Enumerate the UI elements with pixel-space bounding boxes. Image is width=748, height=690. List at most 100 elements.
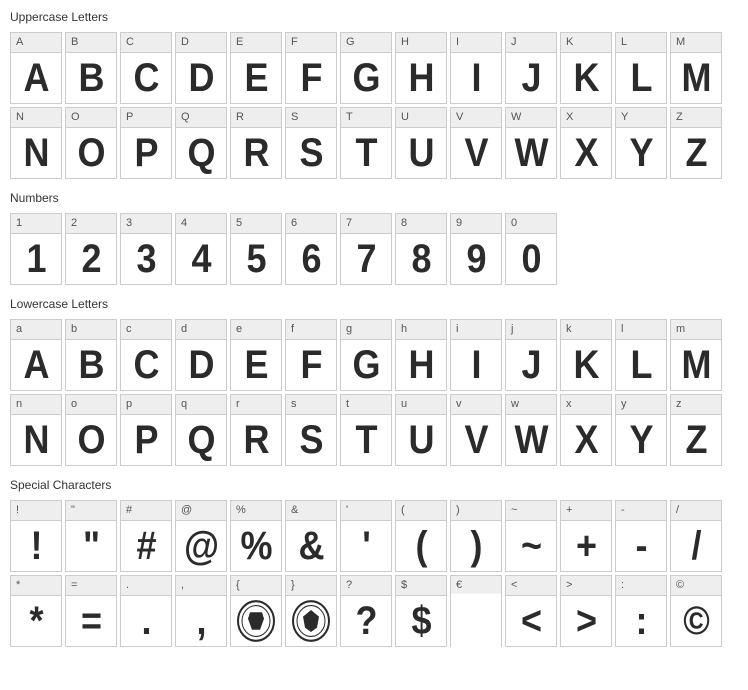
character-glyph: L — [616, 338, 666, 393]
character-glyph: U — [396, 413, 446, 468]
character-cell: && — [285, 500, 337, 572]
character-cell: JJ — [505, 32, 557, 104]
character-glyph: , — [176, 594, 226, 649]
character-glyph: E — [231, 338, 281, 393]
character-cell: VV — [450, 107, 502, 179]
character-glyph: 1 — [11, 232, 61, 287]
character-cell: lL — [615, 319, 667, 391]
character-glyph: 4 — [176, 232, 226, 287]
character-glyph: P — [121, 126, 171, 181]
character-glyph: ) — [451, 519, 501, 574]
character-glyph: % — [231, 519, 281, 574]
character-cell: :: — [615, 575, 667, 647]
character-cell: // — [670, 500, 722, 572]
character-glyph: O — [66, 126, 116, 181]
character-cell: nN — [10, 394, 62, 466]
character-glyph: X — [561, 413, 611, 468]
character-cell: ,, — [175, 575, 227, 647]
character-cell: HH — [395, 32, 447, 104]
character-glyph: 3 — [121, 232, 171, 287]
character-glyph: X — [561, 126, 611, 181]
character-glyph: D — [176, 51, 226, 106]
character-cell: PP — [120, 107, 172, 179]
character-cell: aA — [10, 319, 62, 391]
character-cell: 33 — [120, 213, 172, 285]
character-glyph: W — [506, 413, 556, 468]
character-glyph: R — [231, 413, 281, 468]
character-cell: ZZ — [670, 107, 722, 179]
character-cell: RR — [230, 107, 282, 179]
character-glyph: ( — [396, 519, 446, 574]
character-glyph — [286, 594, 336, 649]
character-glyph: H — [396, 51, 446, 106]
character-cell: uU — [395, 394, 447, 466]
character-glyph: K — [561, 338, 611, 393]
character-glyph: P — [121, 413, 171, 468]
character-cell: (( — [395, 500, 447, 572]
character-glyph: + — [561, 519, 611, 574]
character-glyph: A — [11, 51, 61, 106]
character-cell: -- — [615, 500, 667, 572]
character-cell: DD — [175, 32, 227, 104]
character-glyph: T — [341, 413, 391, 468]
character-cell: dD — [175, 319, 227, 391]
character-cell: QQ — [175, 107, 227, 179]
font-character-map: Uppercase LettersAABBCCDDEEFFGGHHIIJJKKL… — [10, 10, 738, 647]
character-glyph: C — [121, 51, 171, 106]
character-cell: 55 — [230, 213, 282, 285]
character-glyph: ! — [11, 519, 61, 574]
character-cell: KK — [560, 32, 612, 104]
character-glyph: B — [66, 51, 116, 106]
character-glyph: 0 — [506, 232, 556, 287]
character-glyph: © — [671, 594, 721, 649]
character-cell: $$ — [395, 575, 447, 647]
character-glyph: Z — [671, 413, 721, 468]
character-cell: ?? — [340, 575, 392, 647]
character-cell: !! — [10, 500, 62, 572]
character-cell: )) — [450, 500, 502, 572]
character-cell: MM — [670, 32, 722, 104]
character-cell: >> — [560, 575, 612, 647]
character-cell: ©© — [670, 575, 722, 647]
character-cell: NN — [10, 107, 62, 179]
character-glyph: S — [286, 413, 336, 468]
character-glyph: B — [66, 338, 116, 393]
character-glyph: L — [616, 51, 666, 106]
character-cell: .. — [120, 575, 172, 647]
character-glyph: W — [506, 126, 556, 181]
character-glyph: N — [11, 126, 61, 181]
section-title: Uppercase Letters — [10, 10, 738, 24]
character-glyph: Y — [616, 126, 666, 181]
character-glyph: Y — [616, 413, 666, 468]
character-glyph: G — [341, 51, 391, 106]
character-cell: YY — [615, 107, 667, 179]
character-cell: "" — [65, 500, 117, 572]
section-title: Lowercase Letters — [10, 297, 738, 311]
character-cell: EE — [230, 32, 282, 104]
character-glyph: / — [671, 519, 721, 574]
character-glyph: F — [286, 338, 336, 393]
character-cell: ## — [120, 500, 172, 572]
character-cell: 77 — [340, 213, 392, 285]
character-glyph: J — [506, 338, 556, 393]
character-glyph: . — [121, 594, 171, 649]
character-cell: == — [65, 575, 117, 647]
character-glyph: ' — [341, 519, 391, 574]
character-glyph: ~ — [506, 519, 556, 574]
character-glyph: : — [616, 594, 666, 649]
character-cell: ** — [10, 575, 62, 647]
character-glyph: C — [121, 338, 171, 393]
character-cell: LL — [615, 32, 667, 104]
character-cell: AA — [10, 32, 62, 104]
character-glyph: 8 — [396, 232, 446, 287]
character-cell: GG — [340, 32, 392, 104]
character-grid: !!""##@@%%&&''(())~~++--//**==..,,{}??$$… — [10, 500, 738, 647]
character-cell: 11 — [10, 213, 62, 285]
character-cell: { — [230, 575, 282, 647]
character-cell: gG — [340, 319, 392, 391]
character-cell: hH — [395, 319, 447, 391]
character-cell: cC — [120, 319, 172, 391]
character-cell: FF — [285, 32, 337, 104]
character-glyph — [231, 594, 281, 649]
character-glyph: @ — [176, 519, 226, 574]
